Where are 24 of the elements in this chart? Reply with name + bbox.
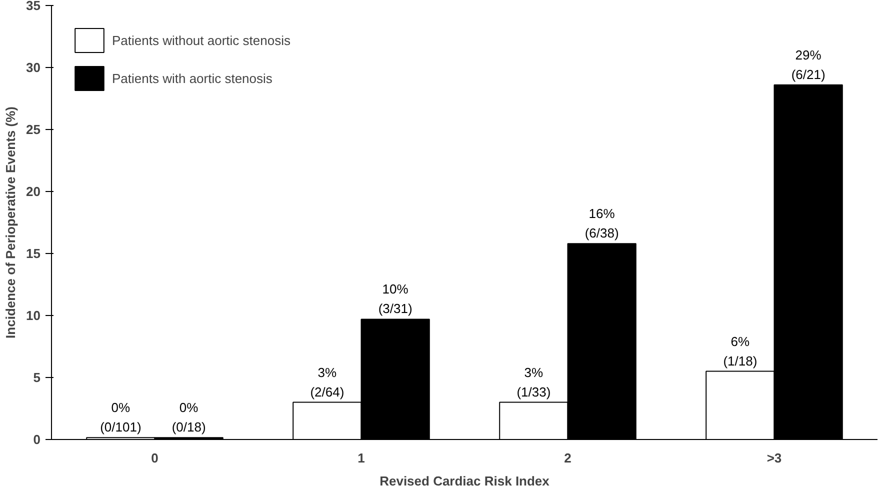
x-axis-title: Revised Cardiac Risk Index — [380, 474, 550, 488]
x-tick-label: 1 — [358, 450, 365, 466]
data-label: 16% (6/38) — [584, 206, 619, 241]
data-label: 0% (0/18) — [172, 400, 206, 435]
data-label: 29% (6/21) — [791, 47, 826, 82]
y-tick-label: 5 — [33, 370, 41, 385]
y-tick-label: 35 — [26, 0, 41, 13]
data-label: 3% (2/64) — [310, 364, 344, 400]
y-tick-label: 25 — [26, 122, 41, 137]
x-tick-label: 2 — [564, 450, 572, 466]
data-label: 6% (1/18) — [723, 334, 758, 368]
y-axis-title: Incidence of Perioperative Events (%) — [3, 106, 18, 338]
y-tick-label: 0 — [33, 432, 41, 447]
y-tick-label: 10 — [26, 308, 41, 323]
y-tick-label: 20 — [26, 184, 41, 199]
y-tick-label: 15 — [26, 246, 41, 261]
legend-label: Patients without aortic stenosis — [112, 32, 290, 48]
data-label: 0% (0/101) — [100, 400, 142, 435]
data-label: 3% (1/33) — [516, 364, 551, 400]
data-label: 10% (3/31) — [378, 282, 412, 316]
y-tick-label: 30 — [26, 60, 41, 75]
x-tick-label: >3 — [766, 450, 782, 466]
x-tick-label: 0 — [151, 450, 158, 466]
legend-label: Patients with aortic stenosis — [112, 70, 272, 86]
